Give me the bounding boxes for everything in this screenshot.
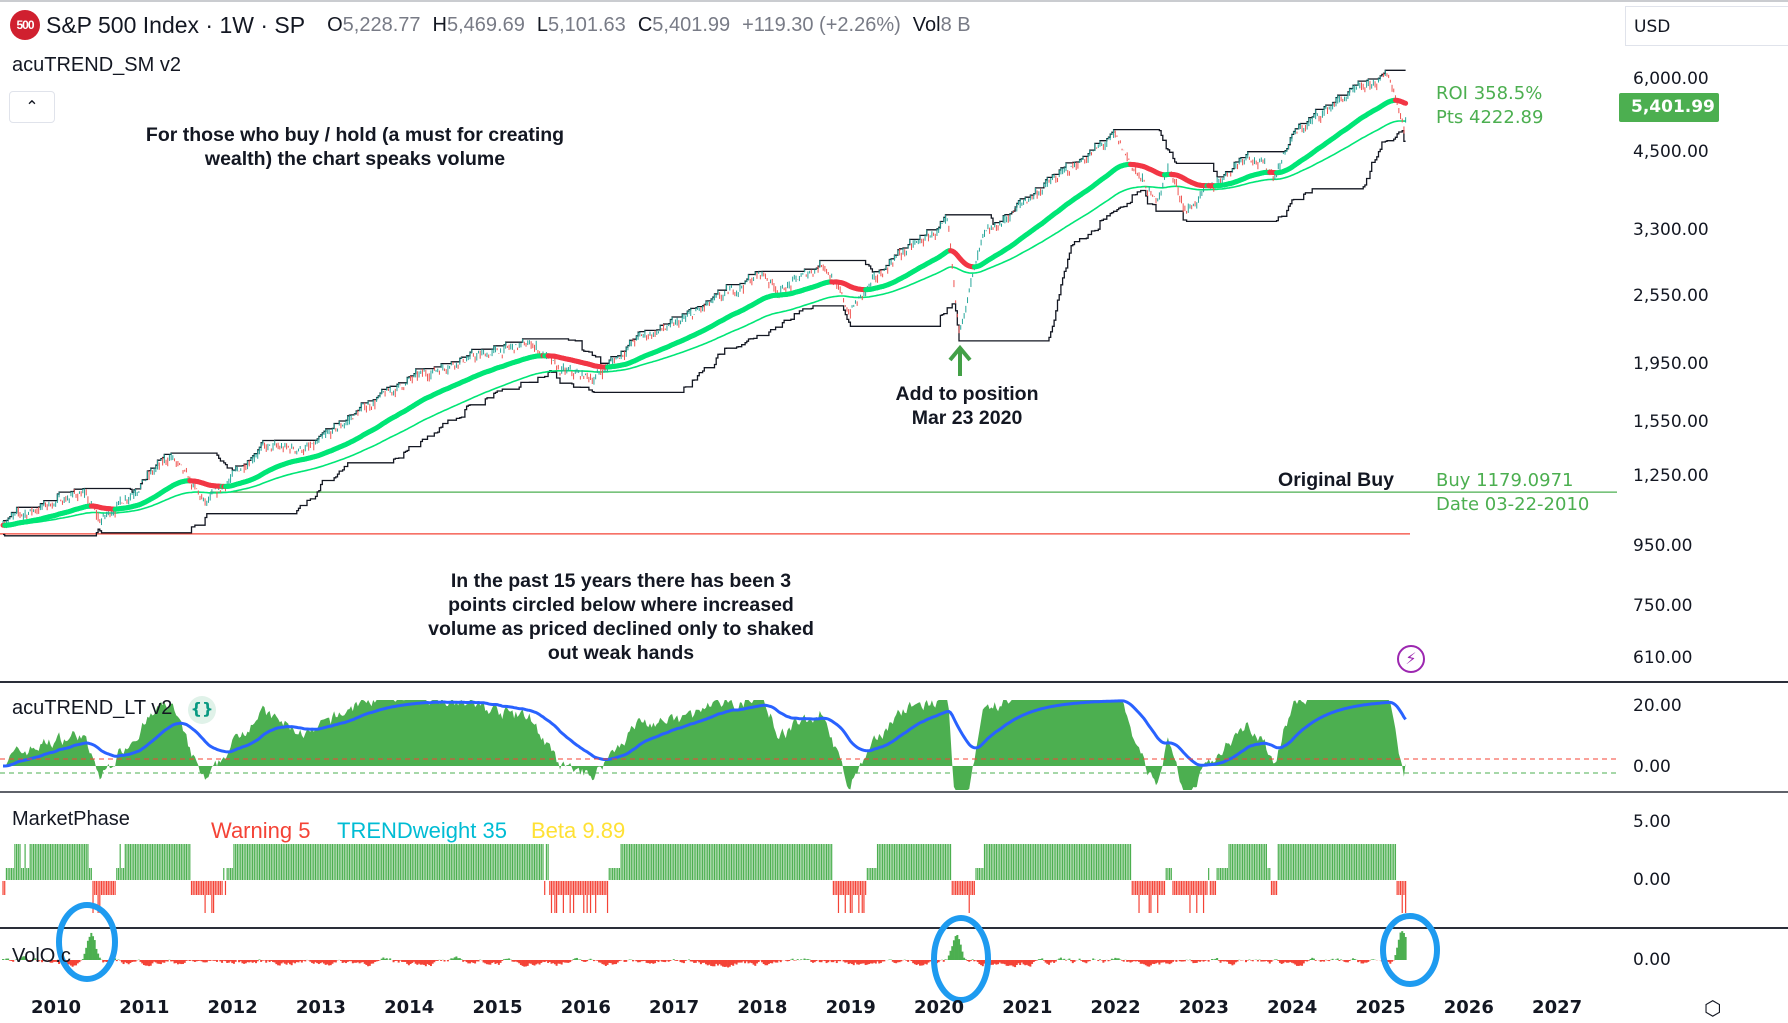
change-value: +119.30 (+2.26%) — [742, 13, 901, 36]
high-label: H — [432, 13, 447, 36]
beta-stat: Beta 9.89 — [531, 818, 626, 843]
vol-value: 8 B — [940, 13, 971, 36]
indicator-legend-main[interactable]: acuTREND_SM v2 — [12, 54, 181, 76]
roi-label: ROI 358.5% — [1436, 83, 1543, 104]
time-axis-label: 2018 — [737, 997, 788, 1018]
phase-axis-label: 5.00 — [1633, 812, 1671, 832]
time-axis-label: 2015 — [472, 997, 523, 1018]
ohlc-values: O5,228.77 H5,469.69 L5,101.63 C5,401.99 … — [327, 14, 971, 37]
time-axis-label: 2023 — [1178, 997, 1229, 1018]
trend-ma-segment — [1401, 100, 1409, 106]
indicator-legend-phase[interactable]: MarketPhase — [12, 808, 130, 830]
trendweight-stat: TRENDweight 35 — [337, 818, 507, 843]
price-axis-label: 2,550.00 — [1633, 285, 1709, 306]
lt-axis-label: 20.00 — [1633, 696, 1682, 716]
slow-moving-average — [3, 120, 1406, 527]
time-axis-label: 2027 — [1532, 997, 1583, 1018]
price-axis-label: 3,300.00 — [1633, 220, 1709, 241]
lightning-alert-icon[interactable]: ⚡ — [1397, 645, 1425, 673]
time-axis-label: 2019 — [825, 997, 876, 1018]
time-axis-label: 2026 — [1443, 997, 1494, 1018]
highlight-circle — [1380, 913, 1440, 987]
indicator-legend-vol[interactable]: VolO.c — [12, 945, 71, 967]
phase-axis-label: 0.00 — [1633, 870, 1671, 890]
symbol-title[interactable]: S&P 500 Index · 1W · SP — [46, 11, 306, 38]
symbol-header: 500 S&P 500 Index · 1W · SP O5,228.77 H5… — [10, 10, 971, 40]
highlight-circle — [56, 902, 118, 982]
close-value: 5,401.99 — [652, 13, 731, 36]
time-axis-label: 2021 — [1002, 997, 1053, 1018]
time-axis-label: 2020 — [913, 997, 965, 1018]
time-axis-label: 2013 — [295, 997, 346, 1018]
time-axis-label: 2025 — [1355, 997, 1406, 1018]
current-price-tag: 5,401.99 — [1619, 93, 1719, 122]
symbol-logo: 500 — [10, 10, 40, 40]
price-axis-label: 1,250.00 — [1633, 466, 1709, 487]
add-position-note-line1: Add to position — [895, 383, 1039, 405]
add-position-note-line2: Mar 23 2020 — [911, 407, 1023, 429]
open-value: 5,228.77 — [342, 13, 421, 36]
settings-hexagon-icon[interactable]: ⬡ — [1704, 996, 1722, 1020]
time-axis-label: 2017 — [649, 997, 700, 1018]
close-label: C — [637, 13, 653, 36]
buy-hold-note: For those who buy / hold (a must for cre… — [145, 124, 565, 170]
lt-signal-line — [3, 699, 1407, 768]
collapse-legend-button[interactable]: ⌃ — [9, 91, 55, 123]
low-label: L — [536, 13, 548, 36]
channel-lower-line — [3, 130, 1406, 537]
time-axis-label: 2012 — [207, 997, 258, 1018]
time-axis-label: 2022 — [1090, 997, 1141, 1018]
buy-date-label: Date 03-22-2010 — [1436, 494, 1590, 515]
vol-axis-label: 0.00 — [1633, 950, 1671, 970]
chevron-up-icon: ⌃ — [25, 97, 39, 116]
time-axis-label: 2014 — [384, 997, 435, 1018]
indicator-legend-lt[interactable]: acuTREND_LT v2 — [12, 697, 173, 719]
warning-stat: Warning 5 — [211, 818, 311, 843]
open-label: O — [327, 13, 343, 36]
time-axis-label: 2024 — [1267, 997, 1318, 1018]
source-code-icon[interactable]: {} — [188, 696, 216, 724]
price-axis-label: 610.00 — [1633, 648, 1693, 669]
price-axis-label: 750.00 — [1633, 595, 1693, 616]
original-buy-note: Original Buy — [1278, 469, 1394, 491]
pts-label: Pts 4222.89 — [1436, 107, 1544, 128]
price-axis-label: 4,500.00 — [1633, 141, 1709, 162]
price-axis-label: 6,000.00 — [1633, 69, 1709, 89]
volume-note: In the past 15 years there has been 3 po… — [428, 570, 814, 664]
price-axis-label: 1,950.00 — [1633, 353, 1709, 374]
price-axis-label: 1,550.00 — [1633, 411, 1709, 432]
time-axis-label: 2010 — [30, 997, 82, 1018]
currency-selector[interactable]: USD — [1625, 6, 1788, 46]
lt-axis-label: 0.00 — [1633, 757, 1671, 777]
time-axis-label: 2011 — [119, 997, 170, 1018]
price-axis-label: 950.00 — [1633, 535, 1693, 556]
low-value: 5,101.63 — [547, 13, 626, 36]
highlight-circle — [931, 915, 991, 1003]
high-value: 5,469.69 — [446, 13, 525, 36]
vol-label: Vol — [912, 13, 941, 36]
lt-area — [3, 700, 1406, 790]
time-axis-label: 2016 — [560, 997, 611, 1018]
buy-price-label: Buy 1179.0971 — [1436, 470, 1574, 491]
up-arrow-icon — [948, 344, 972, 376]
